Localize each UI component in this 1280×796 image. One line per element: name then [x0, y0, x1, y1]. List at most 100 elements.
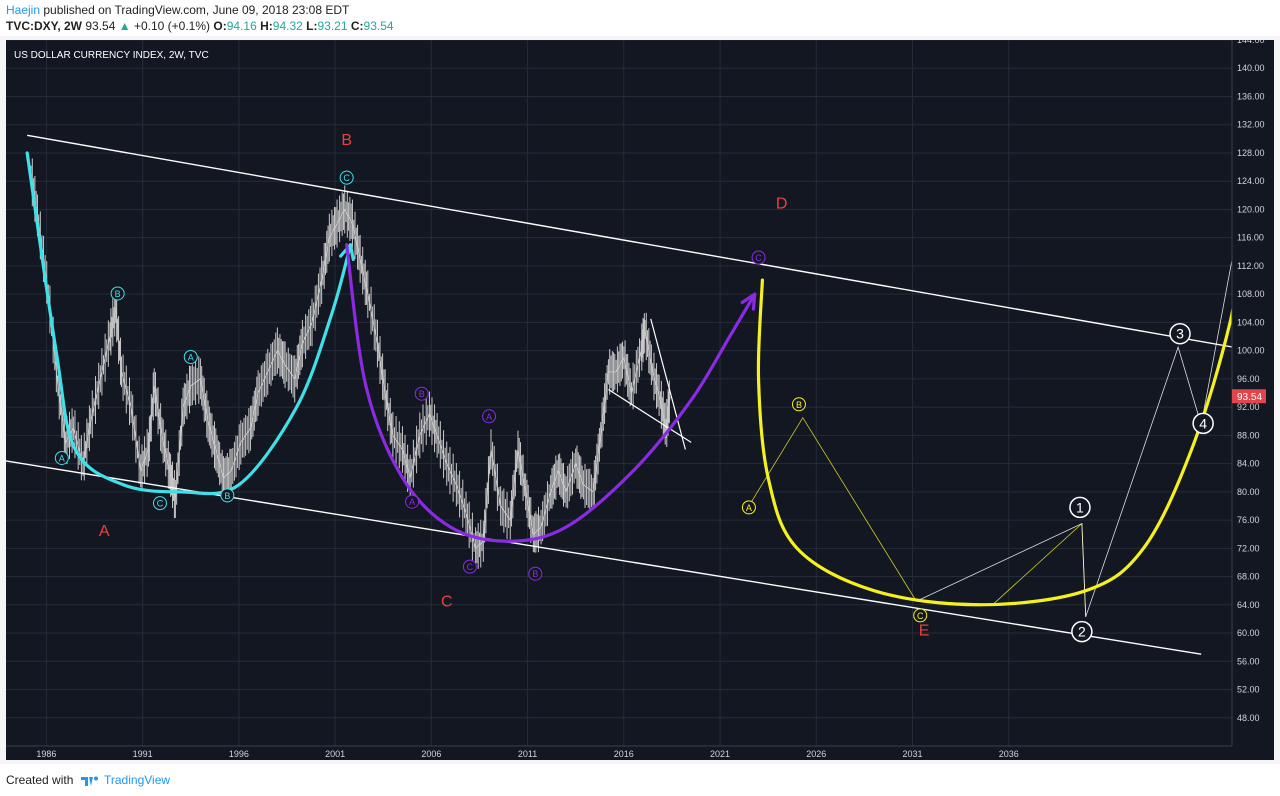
wave-label-text: B: [796, 400, 802, 410]
x-tick-label: 2016: [614, 749, 634, 759]
wave-label-text: A: [409, 497, 415, 507]
tradingview-logo-icon: [81, 776, 98, 786]
corrective-letter-label: D: [776, 195, 788, 212]
y-tick-label: 124.00: [1237, 176, 1265, 186]
wave-label: C: [462, 559, 477, 574]
y-tick-label: 128.00: [1237, 148, 1265, 158]
impulse-label-text: 4: [1199, 415, 1207, 431]
y-tick-label: 120.00: [1237, 204, 1265, 214]
y-tick-label: 100.00: [1237, 346, 1265, 356]
y-tick-label: 116.00: [1237, 233, 1264, 243]
y-tick-label: 104.00: [1237, 317, 1265, 327]
wave-label-text: A: [486, 412, 492, 422]
chart-grid: [6, 40, 1232, 746]
impulse-label-circle: [1071, 620, 1093, 643]
impulse-label: 2: [1071, 620, 1093, 643]
publish-header: Haejin published on TradingView.com, Jun…: [0, 0, 1280, 36]
symbol-ohlc-line: TVC:DXY, 2W 93.54 ▲ +0.10 (+0.1%) O:94.1…: [6, 19, 394, 33]
wave-label: C: [339, 170, 354, 185]
price-chart[interactable]: ABCABCBAACBCBAC12345ABCDE48.0052.0056.00…: [6, 40, 1274, 760]
purple-curve: [345, 243, 757, 543]
x-tick-label: 1986: [36, 749, 56, 759]
created-with-text: Created with: [6, 773, 74, 787]
wave-label-circle: [183, 349, 198, 364]
high-label: H:: [260, 19, 273, 33]
cyan-curve: [25, 151, 353, 496]
x-tick-label: 2006: [421, 749, 441, 759]
y-tick-label: 88.00: [1237, 430, 1260, 440]
wave-label: C: [152, 496, 167, 511]
tradingview-brand[interactable]: TradingView: [104, 773, 171, 787]
channel-line: [6, 460, 1202, 655]
wave-label-text: B: [115, 289, 121, 299]
y-tick-label: 92.00: [1237, 402, 1260, 412]
wave-label-circle: [152, 496, 167, 511]
x-tick-label: 1996: [229, 749, 249, 759]
y-tick-label: 132.00: [1237, 120, 1265, 130]
corrective-letter-label: E: [919, 623, 930, 640]
wedge-line: [650, 318, 686, 450]
wedge-line: [608, 388, 692, 443]
wave-label-circle: [791, 397, 806, 412]
x-tick-label: 2001: [325, 749, 345, 759]
y-tick-label: 136.00: [1237, 91, 1265, 101]
high-value: 94.32: [272, 19, 303, 33]
cyan-arrow-head: [339, 243, 355, 262]
wave-label: A: [482, 409, 497, 424]
wave-label-text: A: [746, 503, 752, 513]
impulse-label-circle: [1192, 412, 1214, 435]
y-tick-label: 140.00: [1237, 63, 1265, 73]
wave-label: B: [528, 566, 543, 581]
wave-label: B: [110, 286, 125, 301]
y-tick-label: 144.00: [1237, 40, 1265, 45]
published-text: published on TradingView.com, June 09, 2…: [43, 3, 350, 17]
x-tick-label: 2026: [806, 749, 826, 759]
wave-label-circle: [462, 559, 477, 574]
impulse-label: 4: [1192, 412, 1214, 435]
wave-label-text: A: [188, 352, 194, 362]
yellow-curve: [756, 278, 1232, 607]
y-tick-label: 96.00: [1237, 374, 1260, 384]
x-tick-label: 2011: [518, 749, 537, 759]
corrective-letter-label: C: [441, 594, 453, 611]
wave-label-text: C: [755, 253, 762, 263]
wave-label-circle: [54, 450, 69, 465]
wave-label-text: C: [343, 173, 350, 183]
y-tick-label: 108.00: [1237, 289, 1265, 299]
wave-label: B: [220, 488, 235, 503]
purple-arrow-head: [740, 292, 757, 311]
wave-label-text: A: [59, 453, 65, 463]
wave-label-circle: [220, 488, 235, 503]
wave-label: C: [913, 608, 928, 623]
price-series: [30, 158, 671, 570]
plot-area: ABCABCBAACBCBAC12345ABCDE: [6, 132, 1232, 655]
wave-label-text: C: [157, 499, 164, 509]
low-value: 93.21: [317, 19, 348, 33]
low-label: L:: [306, 19, 318, 33]
wave-label: C: [751, 250, 766, 265]
wave-label-text: B: [532, 569, 538, 579]
x-tick-label: 1991: [133, 749, 153, 759]
y-tick-label: 64.00: [1237, 600, 1260, 610]
wave-label: A: [741, 500, 756, 515]
x-tick-label: 2021: [710, 749, 730, 759]
wave-label: B: [414, 386, 429, 401]
wave-label: A: [54, 450, 69, 465]
up-arrow-icon: ▲: [118, 19, 131, 33]
author-link[interactable]: Haejin: [6, 3, 41, 17]
corrective-letter-label: A: [99, 523, 110, 540]
y-tick-label: 68.00: [1237, 572, 1260, 582]
y-tick-label: 60.00: [1237, 628, 1260, 638]
wave-label-circle: [741, 500, 756, 515]
open-label: O:: [213, 19, 227, 33]
wave-label-circle: [482, 409, 497, 424]
y-tick-label: 112.00: [1237, 261, 1264, 271]
wave-label-circle: [751, 250, 766, 265]
wave-label: B: [791, 397, 806, 412]
close-value: 93.54: [363, 19, 394, 33]
symbol-label: TVC:DXY, 2W: [6, 19, 83, 33]
wave-label-text: C: [917, 611, 924, 621]
corrective-letter-label: B: [341, 132, 352, 149]
y-tick-label: 56.00: [1237, 656, 1260, 666]
impulse-label: 3: [1169, 322, 1191, 345]
